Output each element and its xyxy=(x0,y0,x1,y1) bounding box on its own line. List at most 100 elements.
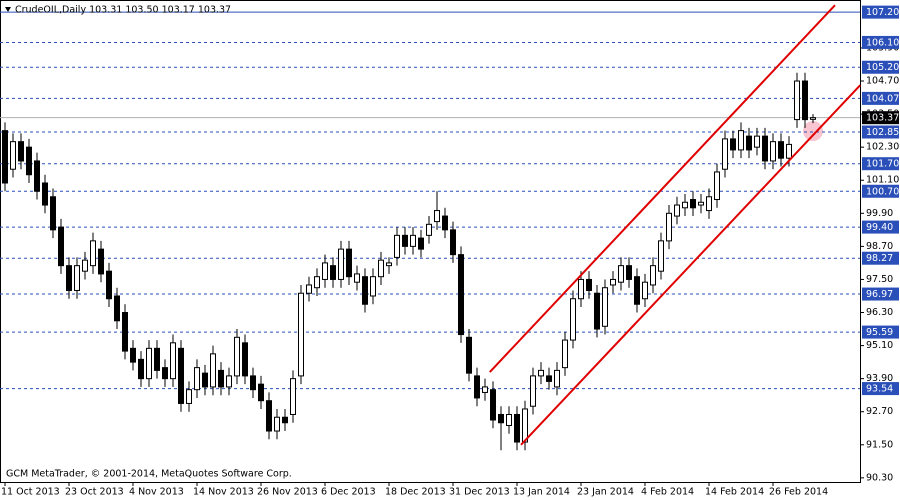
x-tick-label: 18 Dec 2013 xyxy=(385,487,446,498)
candle-body xyxy=(674,204,680,217)
y-tick-label: 95.10 xyxy=(866,340,893,351)
candle-body xyxy=(50,196,56,231)
candle-body xyxy=(298,292,304,377)
y-tick-label: 99.90 xyxy=(866,208,893,219)
candle-body xyxy=(426,223,432,236)
y-tick-label: 97.50 xyxy=(866,274,893,285)
y-tick-label: 98.70 xyxy=(866,241,893,252)
level-label: 99.40 xyxy=(866,222,893,233)
candle-body xyxy=(178,347,184,404)
channel-line xyxy=(520,84,861,446)
x-tick-label: 4 Feb 2014 xyxy=(641,487,694,498)
candle-body xyxy=(338,248,344,280)
candle-body xyxy=(154,347,160,371)
candle-body xyxy=(10,141,16,170)
candle-body xyxy=(538,369,544,377)
candle-body xyxy=(234,336,240,377)
candle-body xyxy=(634,276,640,305)
candle-body xyxy=(810,117,816,120)
y-tick-label: 91.50 xyxy=(866,439,893,450)
level-label-box xyxy=(862,220,899,234)
candle-body xyxy=(490,389,496,421)
candle-body xyxy=(770,141,776,162)
level-label-box xyxy=(862,91,899,105)
candle-body xyxy=(650,265,656,286)
candle-body xyxy=(218,369,224,388)
x-tick-label: 23 Oct 2013 xyxy=(65,487,124,498)
level-label-box xyxy=(862,5,899,19)
candle-body xyxy=(106,270,112,300)
level-label-box xyxy=(862,251,899,265)
candle-body xyxy=(746,135,752,151)
candle-body xyxy=(34,160,40,192)
candle-body xyxy=(730,138,736,151)
candle-body xyxy=(410,234,416,247)
candle-body xyxy=(802,80,808,121)
candle-body xyxy=(66,265,72,291)
footer: GCM MetaTrader, © 2001-2014, MetaQuotes … xyxy=(6,469,292,480)
price-highlight xyxy=(803,121,823,141)
candle-body xyxy=(162,367,168,380)
candle-body xyxy=(26,146,32,176)
candle-body xyxy=(642,281,648,300)
candle-body xyxy=(250,375,256,391)
y-tick-label: 96.30 xyxy=(866,307,893,318)
candle-body xyxy=(194,367,200,391)
candle-body xyxy=(170,342,176,380)
x-tick-label: 14 Feb 2014 xyxy=(705,487,764,498)
candle-body xyxy=(626,265,632,280)
candle-body xyxy=(98,248,104,275)
level-label: 98.27 xyxy=(866,253,893,264)
level-label: 96.97 xyxy=(866,289,893,300)
candle-body xyxy=(586,278,592,291)
x-tick-label: 23 Jan 2014 xyxy=(577,487,634,498)
level-label: 105.20 xyxy=(866,62,899,73)
candle-body xyxy=(370,276,376,297)
candle-body xyxy=(402,234,408,247)
candle-body xyxy=(58,226,64,267)
candle-body xyxy=(786,143,792,159)
candle-body xyxy=(442,215,448,231)
candle-body xyxy=(570,298,576,341)
candle-body xyxy=(594,292,600,330)
candle-body xyxy=(90,240,96,267)
candle-body xyxy=(474,375,480,399)
candle-body xyxy=(690,199,696,209)
level-label-box xyxy=(862,382,899,396)
chart-header: CrudeOIL,Daily 103.31 103.50 103.17 103.… xyxy=(15,5,231,16)
candle-body xyxy=(346,248,352,278)
candle-body xyxy=(506,413,512,427)
candle-body xyxy=(714,171,720,201)
level-label-box xyxy=(862,60,899,74)
candle-body xyxy=(386,262,392,267)
level-label: 102.85 xyxy=(866,127,899,138)
level-label-box xyxy=(862,184,899,198)
candle-body xyxy=(314,276,320,289)
candle-body xyxy=(706,196,712,212)
candle-body xyxy=(306,284,312,294)
level-label-box xyxy=(862,125,899,139)
candle-body xyxy=(322,262,328,280)
x-tick-label: 13 Jan 2014 xyxy=(513,487,570,498)
candle-body xyxy=(354,273,360,283)
candle-body xyxy=(514,413,520,443)
candle-body xyxy=(378,259,384,278)
x-tick-label: 6 Dec 2013 xyxy=(321,487,376,498)
level-label: 101.70 xyxy=(866,159,899,170)
y-tick-label: 93.90 xyxy=(866,373,893,384)
candle-body xyxy=(666,212,672,242)
candle-body xyxy=(114,295,120,322)
candle-body xyxy=(2,130,8,184)
candle-body xyxy=(226,375,232,388)
candle-body xyxy=(82,259,88,272)
candle-body xyxy=(578,278,584,300)
level-label-box xyxy=(862,35,899,49)
candle-body xyxy=(698,201,704,206)
candle-body xyxy=(186,389,192,404)
menu-arrow[interactable] xyxy=(5,7,11,12)
candle-body xyxy=(242,342,248,377)
candle-body xyxy=(602,287,608,327)
candle-body xyxy=(122,312,128,352)
y-tick-label: 104.70 xyxy=(866,76,899,87)
